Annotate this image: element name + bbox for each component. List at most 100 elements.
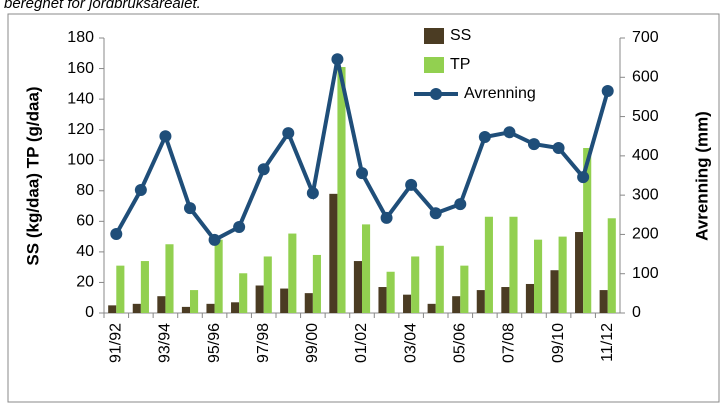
- bar: [534, 239, 543, 313]
- legend-swatch: [424, 28, 444, 44]
- y2-axis-title: Avrenning (mm): [692, 111, 711, 241]
- line-marker: [184, 202, 196, 215]
- bar: [599, 290, 608, 313]
- line-marker: [405, 178, 418, 191]
- bar: [435, 245, 444, 313]
- bar: [263, 256, 272, 313]
- line-marker: [356, 167, 368, 180]
- y-tick-label: 140: [67, 90, 94, 107]
- bar: [239, 273, 248, 313]
- y2-tick-label: 600: [632, 69, 659, 86]
- line-marker: [134, 184, 147, 197]
- bar: [288, 233, 297, 313]
- bar: [304, 293, 313, 313]
- bar: [452, 296, 461, 313]
- legend-label: Avrenning: [464, 85, 536, 102]
- y-tick-label: 180: [67, 29, 94, 46]
- bar: [550, 270, 559, 313]
- bar: [140, 261, 149, 313]
- bar: [484, 216, 493, 313]
- bar: [108, 305, 117, 313]
- legend-label: TP: [450, 56, 470, 73]
- line-marker: [454, 198, 467, 211]
- x-tick-label: 11/12: [599, 323, 616, 362]
- line-marker: [577, 171, 590, 184]
- x-tick-label: 95/96: [206, 323, 223, 363]
- bar: [312, 254, 321, 313]
- y2-tick-label: 200: [632, 226, 659, 243]
- y2-tick-label: 400: [632, 147, 659, 164]
- y-tick-label: 160: [67, 60, 94, 77]
- bar: [558, 236, 567, 313]
- x-tick-label: 07/08: [501, 323, 518, 363]
- line-marker: [503, 126, 516, 139]
- bar: [116, 265, 125, 313]
- bar: [165, 244, 174, 313]
- y-tick-label: 80: [76, 182, 94, 199]
- y-tick-label: 60: [76, 213, 94, 230]
- bar: [607, 218, 616, 313]
- y-tick-label: 40: [76, 243, 94, 260]
- y-tick-label: 0: [85, 304, 94, 321]
- line-marker: [528, 138, 540, 151]
- bar: [190, 290, 199, 313]
- bar: [362, 224, 371, 313]
- line-marker: [282, 127, 295, 140]
- y-tick-label: 20: [76, 274, 94, 291]
- x-tick-label: 03/04: [402, 323, 419, 363]
- y2-tick-label: 500: [632, 108, 659, 125]
- y2-tick-label: 700: [632, 29, 659, 46]
- line-marker: [478, 131, 491, 143]
- bar: [460, 265, 469, 313]
- line-marker: [380, 211, 393, 224]
- bar: [157, 296, 166, 313]
- x-tick-label: 97/98: [255, 323, 272, 363]
- bar: [329, 193, 338, 313]
- bar: [181, 306, 190, 313]
- y2-tick-label: 0: [632, 304, 641, 321]
- bar: [255, 285, 264, 313]
- line-marker: [601, 85, 614, 98]
- bar: [378, 287, 387, 313]
- line-marker: [429, 207, 442, 220]
- caption: beregnet for jordbruksarealet.: [4, 0, 201, 12]
- bar: [337, 67, 346, 314]
- bar: [403, 294, 412, 313]
- line-marker: [552, 142, 565, 154]
- bar: [214, 239, 223, 313]
- bar: [353, 261, 362, 313]
- x-tick-label: 09/10: [550, 323, 567, 363]
- bar: [411, 256, 420, 313]
- line-marker: [159, 130, 172, 143]
- x-tick-label: 91/92: [108, 323, 125, 363]
- x-tick-label: 01/02: [353, 323, 370, 363]
- bar: [427, 303, 436, 313]
- chart-frame: [7, 13, 720, 403]
- line-marker: [306, 187, 319, 200]
- bar: [575, 232, 584, 313]
- y-tick-label: 100: [67, 151, 94, 168]
- bar: [386, 271, 395, 313]
- bar: [280, 288, 289, 313]
- bar: [132, 303, 141, 313]
- line-marker: [257, 163, 270, 176]
- bar: [476, 290, 485, 313]
- bar: [583, 148, 592, 313]
- line-marker: [110, 228, 123, 241]
- x-tick-label: 99/00: [304, 323, 321, 363]
- bar: [509, 216, 518, 313]
- legend-swatch: [424, 57, 444, 73]
- y-tick-label: 120: [67, 121, 94, 138]
- y-axis-title: SS (kg/daa) TP (g/daa): [23, 86, 42, 265]
- bar: [525, 283, 534, 313]
- bar: [501, 287, 510, 313]
- line-marker: [331, 53, 344, 66]
- line-marker: [233, 220, 246, 233]
- bar: [206, 303, 215, 313]
- bar: [231, 302, 240, 313]
- line-marker: [208, 233, 221, 246]
- x-tick-label: 93/94: [157, 323, 174, 363]
- y2-tick-label: 300: [632, 186, 659, 203]
